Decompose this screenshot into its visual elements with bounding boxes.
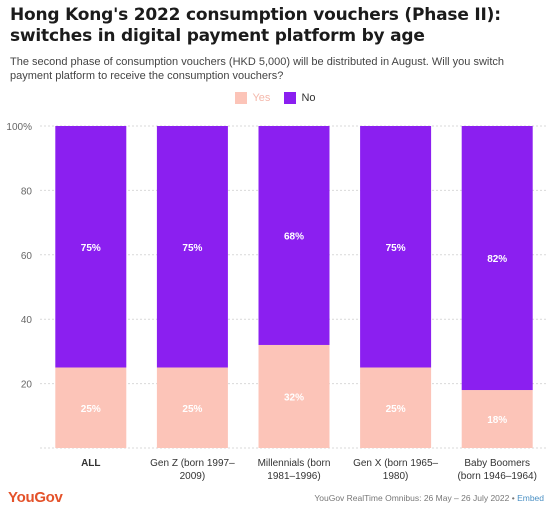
x-tick-label: Baby Boomers — [464, 458, 530, 469]
bar-yes — [461, 390, 533, 448]
data-label: 25% — [81, 404, 101, 415]
legend-swatch-no — [284, 92, 297, 104]
bar-no — [360, 126, 432, 368]
x-tick-label: ALL — [81, 458, 100, 469]
y-tick-label: 100% — [6, 122, 32, 133]
bar-no — [156, 126, 228, 368]
x-tick-label: 2009) — [180, 471, 206, 482]
x-tick-label: 1980) — [383, 471, 409, 482]
bar-yes — [258, 344, 330, 448]
data-label: 75% — [386, 243, 406, 254]
legend-label-yes: Yes — [252, 92, 271, 104]
legend: Yes No — [0, 91, 551, 105]
yougov-logo: YouGov — [8, 489, 63, 506]
legend-swatch-yes — [235, 92, 248, 104]
data-label: 75% — [182, 243, 202, 254]
data-label: 75% — [81, 243, 101, 254]
y-tick-label: 60 — [21, 251, 33, 262]
bar-yes — [360, 367, 432, 448]
chart-title: Hong Kong's 2022 consumption vouchers (P… — [10, 5, 501, 46]
legend-item-no: No — [284, 92, 316, 104]
y-tick-label: 40 — [21, 315, 33, 326]
legend-item-yes: Yes — [235, 92, 270, 104]
bar-no — [258, 126, 330, 345]
x-tick-label: Gen Z (born 1997– — [150, 458, 235, 469]
x-tick-label: 1981–1996) — [267, 471, 320, 482]
legend-label-no: No — [301, 92, 316, 104]
bar-yes — [156, 367, 228, 448]
bar-no — [55, 126, 127, 368]
data-label: 32% — [284, 392, 304, 403]
source-text: YouGov RealTime Omnibus: 26 May – 26 Jul… — [314, 493, 515, 503]
data-label: 18% — [487, 415, 507, 426]
x-tick-label: Millennials (born — [258, 458, 331, 469]
chart-subtitle: The second phase of consumption vouchers… — [10, 56, 505, 82]
x-tick-label: Gen X (born 1965– — [353, 458, 438, 469]
data-label: 25% — [182, 404, 202, 415]
source-note: YouGov RealTime Omnibus: 26 May – 26 Jul… — [314, 493, 544, 503]
data-label: 25% — [386, 404, 406, 415]
y-tick-label: 80 — [21, 186, 33, 197]
embed-link[interactable]: Embed — [517, 493, 544, 503]
data-label: 82% — [487, 254, 507, 265]
x-tick-label: (born 1946–1964) — [457, 471, 537, 482]
data-label: 68% — [284, 231, 304, 242]
bar-no — [461, 126, 533, 391]
y-tick-label: 20 — [21, 380, 33, 391]
bar-yes — [55, 367, 127, 448]
